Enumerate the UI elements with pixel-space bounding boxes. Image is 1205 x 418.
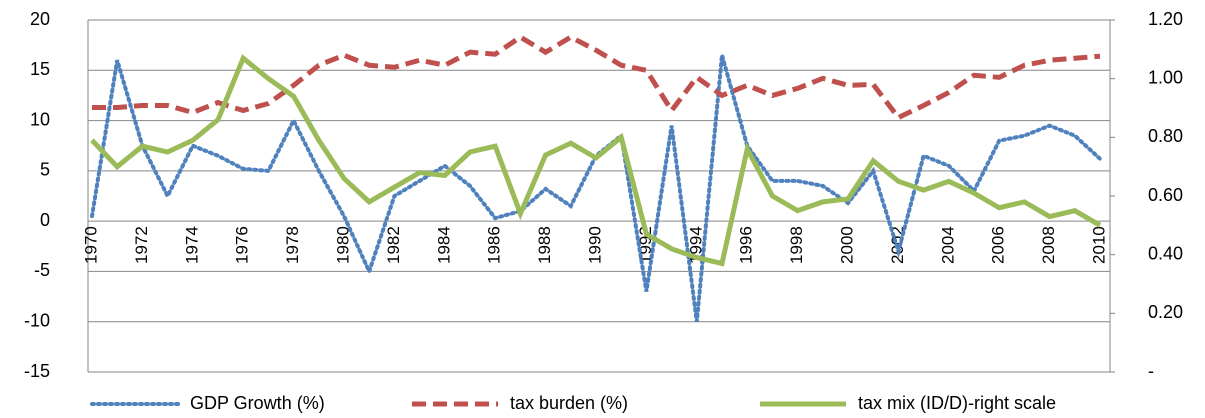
x-tick-label: 2004 [938, 226, 957, 264]
x-tick-label: 1986 [485, 226, 504, 264]
legend-label: tax mix (ID/D)-right scale [858, 393, 1056, 413]
x-tick-label: 1978 [283, 226, 302, 264]
y2-tick-label: 0.80 [1148, 126, 1183, 146]
y2-tick-label: 1.20 [1148, 9, 1183, 29]
x-tick-label: 1998 [787, 226, 806, 264]
y-tick-label: 10 [30, 109, 50, 129]
x-tick-label: 1990 [585, 226, 604, 264]
x-tick-label: 1974 [182, 226, 201, 264]
series-line [90, 54, 1102, 267]
x-tick-label: 1996 [737, 226, 756, 264]
y-tick-label: -5 [34, 260, 50, 280]
y2-tick-label: 1.00 [1148, 67, 1183, 87]
y-tick-label: 0 [40, 210, 50, 230]
x-tick-label: 2006 [989, 226, 1008, 264]
y2-tick-label: - [1148, 361, 1154, 381]
x-tick-label: 1982 [384, 226, 403, 264]
x-tick-label: 1972 [132, 226, 151, 264]
y2-tick-label: 0.40 [1148, 243, 1183, 263]
y2-tick-label: 0.60 [1148, 185, 1183, 205]
x-tick-label: 2000 [837, 226, 856, 264]
x-tick-label: 1970 [81, 226, 100, 264]
y-tick-label: -15 [24, 361, 50, 381]
x-tick-label: 1984 [434, 226, 453, 264]
y-tick-label: -10 [24, 310, 50, 330]
x-tick-label: 1980 [333, 226, 352, 264]
y-tick-label: 20 [30, 9, 50, 29]
x-tick-label: 2008 [1039, 226, 1058, 264]
y2-tick-label: 0.20 [1148, 302, 1183, 322]
x-tick-label: 1988 [535, 226, 554, 264]
x-tick-label: 2010 [1089, 226, 1108, 264]
legend-label: tax burden (%) [510, 393, 628, 413]
series-line [92, 34, 1101, 121]
legend-label: GDP Growth (%) [190, 393, 325, 413]
x-tick-label: 1976 [233, 226, 252, 264]
y-tick-label: 15 [30, 59, 50, 79]
y-tick-label: 5 [40, 160, 50, 180]
